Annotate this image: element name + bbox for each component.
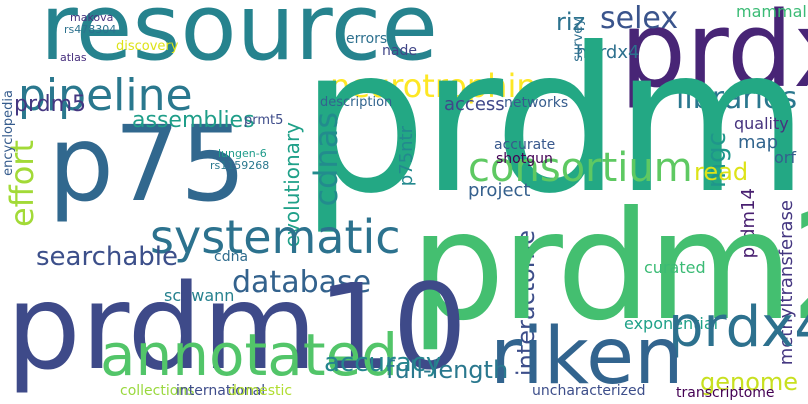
word-shotgun: shotgun <box>496 151 553 167</box>
word-assemblies: assemblies <box>132 108 255 133</box>
word-atlas: atlas <box>60 51 87 64</box>
word-riken: riken <box>490 312 684 402</box>
word-accuracy: accuracy <box>324 348 442 378</box>
word-neurotrophin: neurotrophin <box>330 67 537 105</box>
word-uncharacterized: uncharacterized <box>532 383 646 399</box>
word-project: project <box>468 180 531 201</box>
word-collections: collections <box>120 383 195 399</box>
word-access: access <box>444 94 505 115</box>
word-nade: nade <box>382 43 417 59</box>
word-resource: resource <box>40 0 438 81</box>
word-pipeline: pipeline <box>18 70 193 121</box>
word-rs1159268: rs1159268 <box>210 159 270 172</box>
word-prdm2: prdm2 <box>410 180 808 354</box>
word-transcriptome: transcriptome <box>676 385 775 401</box>
word-makova: makova <box>70 11 114 24</box>
word-discovery: discovery <box>116 39 179 54</box>
word-full-length: full-length <box>386 356 509 384</box>
word-searchable: searchable <box>36 242 179 272</box>
word-description: description <box>320 95 393 110</box>
word-cdnas: cdnas <box>307 112 345 207</box>
word-p75ntr: p75ntr <box>396 126 417 187</box>
word-errors: errors <box>346 31 388 47</box>
word-domestic: domestic <box>228 383 293 399</box>
word-prdm5: prdm5 <box>14 92 87 117</box>
word-curated: curated <box>644 258 706 277</box>
word-prdm10: prdm10 <box>6 258 468 396</box>
word-annotated: annotated <box>100 321 399 389</box>
word-accurate: accurate <box>494 137 556 153</box>
word-systematic: systematic <box>150 210 401 264</box>
word-prmt5: prmt5 <box>244 113 284 128</box>
word-orf: orf <box>774 148 796 167</box>
word-mammalian: mammalian <box>736 2 808 21</box>
word-prdx4: prdx4 <box>668 295 808 360</box>
word-networks: networks <box>504 95 569 111</box>
word-p75: p75 <box>48 103 247 225</box>
word-encyclopedia: encyclopedia <box>1 90 16 176</box>
word-database: database <box>232 265 372 300</box>
word-international: international <box>176 383 266 399</box>
word-schwann: schwann <box>164 286 235 305</box>
word-cdna: cdna <box>214 249 249 265</box>
word-libraries: libraries <box>676 81 798 116</box>
word-read: read <box>694 158 749 186</box>
word-selex: selex <box>600 1 679 36</box>
word-consortium: consortium <box>468 145 693 191</box>
word-map: map <box>738 132 778 153</box>
word-hprdx4: hprdx4 <box>576 42 640 63</box>
word-riz: riz <box>556 8 586 36</box>
word-genome: genome <box>700 368 799 396</box>
word-prdm: prdm <box>300 5 808 238</box>
word-quality: quality <box>734 114 789 133</box>
word-survey: survey <box>571 18 586 62</box>
word-lungen-6: lungen-6 <box>218 147 267 160</box>
word-prdx: prdx <box>620 0 808 111</box>
word-rs478304: rs478304 <box>64 23 117 36</box>
word-exponential: exponential <box>624 314 719 333</box>
